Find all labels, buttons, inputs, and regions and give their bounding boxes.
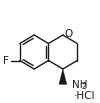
Text: F: F — [3, 56, 9, 66]
Text: ·HCl: ·HCl — [74, 91, 95, 101]
Text: NH: NH — [72, 80, 87, 90]
Polygon shape — [59, 69, 67, 84]
Text: 2: 2 — [82, 82, 87, 91]
Text: O: O — [64, 29, 72, 39]
